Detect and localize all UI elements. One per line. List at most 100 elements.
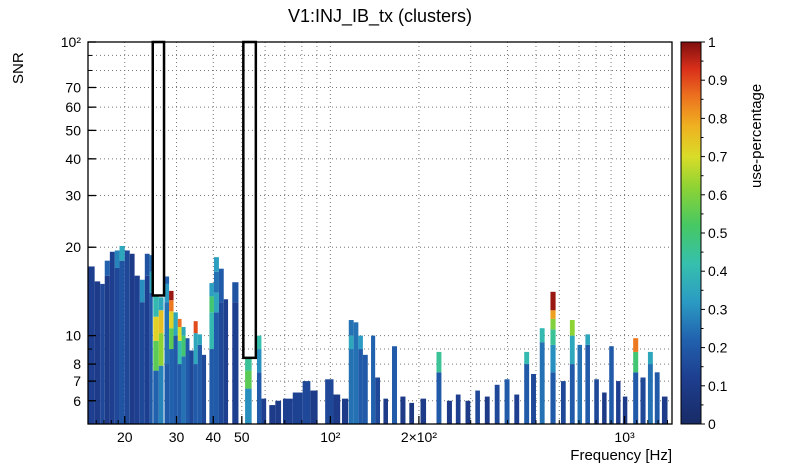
cluster-bar-segment [213, 257, 219, 272]
cluster-bar-segment [164, 364, 170, 424]
cluster-bar-segment [292, 392, 303, 424]
cluster-bar-segment [594, 379, 599, 424]
cluster-bar-segment [177, 318, 182, 327]
cluster-bar-segment [348, 335, 354, 350]
cluster-bar-segment [531, 374, 536, 424]
y-tick-label: 10² [61, 34, 82, 50]
cluster-bar-segment [94, 281, 101, 424]
x-axis-label: Frequency [Hz] [570, 447, 672, 464]
cluster-bar-segment [100, 283, 105, 424]
cluster-bar-segment [114, 267, 120, 424]
cluster-bar-segment [446, 400, 452, 424]
cluster-bar-segment [348, 349, 354, 424]
cluster-bar-segment [164, 283, 170, 303]
cluster-bar-segment [153, 316, 159, 341]
cluster-bar-segment [514, 394, 520, 424]
cluster-bar-segment [633, 338, 639, 352]
cluster-bar-segment [153, 340, 159, 371]
cluster-bar-segment [139, 279, 145, 303]
cluster-bar-segment [197, 334, 202, 345]
cluster-bar-segment [213, 271, 219, 293]
cluster-bar-segment [134, 275, 140, 424]
y-tick-label: 60 [65, 99, 81, 115]
colorbar-tick-label: 0.5 [708, 225, 728, 241]
cluster-bar-segment [524, 351, 530, 365]
cluster-bar-segment [524, 364, 530, 424]
cluster-bar-segment [633, 351, 639, 373]
cluster-bar-segment [256, 372, 262, 424]
cluster-bar-segment [177, 340, 182, 365]
cluster-bar-segment [333, 394, 341, 424]
cluster-bar-segment [201, 354, 207, 424]
cluster-bar-segment [173, 335, 178, 424]
cluster-bar-segment [504, 379, 510, 424]
cluster-bar-segment [169, 328, 174, 350]
cluster-bar-segment [164, 276, 170, 284]
cluster-bar-segment [539, 328, 545, 343]
cluster-bar-segment [391, 346, 398, 424]
cluster-bar-segment [109, 251, 115, 424]
y-tick-label: 40 [65, 151, 81, 167]
y-tick-label: 7 [73, 373, 81, 389]
cluster-bar-segment [282, 398, 293, 424]
cluster-bar-segment [569, 335, 575, 365]
x-tick-label: 10³ [614, 429, 635, 445]
cluster-bar-segment [139, 302, 145, 424]
cluster-bar-segment [158, 365, 164, 424]
y-tick-label: 10 [65, 328, 81, 344]
cluster-box [242, 40, 258, 360]
cluster-bar-segment [640, 377, 646, 424]
cluster-bar-segment [149, 271, 153, 293]
x-tick-label: 20 [117, 429, 133, 445]
x-tick-label: 30 [169, 429, 185, 445]
cluster-bar-segment [436, 372, 442, 424]
cluster-bar-segment [218, 302, 224, 424]
colorbar-gradient [680, 41, 702, 425]
cluster-bar-segment [465, 400, 471, 424]
cluster-bar-segment [153, 296, 159, 317]
cluster-bar-segment [245, 358, 252, 371]
cluster-bar-segment [494, 384, 500, 424]
cluster-bar-segment [420, 398, 427, 424]
cluster-bar-segment [124, 250, 130, 424]
cluster-bar-segment [256, 349, 262, 373]
cluster-bar-segment [436, 351, 442, 373]
bars-layer [88, 245, 668, 424]
cluster-bar-segment [616, 381, 621, 424]
y-tick-label: 20 [65, 239, 81, 255]
cluster-bar-segment [193, 364, 198, 424]
cluster-bar-segment [185, 338, 190, 424]
cluster-bar-segment [602, 392, 607, 424]
y-tick-label: 50 [65, 122, 81, 138]
cluster-bar-segment [256, 335, 262, 350]
cluster-bar-segment [177, 326, 182, 341]
cluster-bar-segment [484, 396, 490, 424]
cluster-bar-segment [261, 398, 267, 424]
cluster-bar-segment [550, 372, 556, 424]
cluster-bar-segment [144, 253, 150, 276]
cluster-bar-segment [550, 291, 556, 311]
cluster-bar-segment [193, 321, 198, 334]
cluster-bar-segment [577, 344, 583, 424]
cluster-bar-segment [647, 351, 653, 365]
cluster-bar-segment [149, 292, 153, 424]
cluster-bar-segment [149, 255, 153, 272]
x-tick-label: 40 [206, 429, 222, 445]
cluster-bar-segment [539, 342, 545, 424]
plot-frame [87, 41, 673, 425]
cluster-bar-segment [209, 296, 214, 313]
cluster-bar-segment [158, 333, 164, 366]
cluster-bar-segment [245, 370, 252, 389]
cluster-bar-segment [189, 350, 194, 424]
cluster-bar-segment [158, 310, 164, 334]
y-axis-label: SNR [10, 52, 27, 84]
cluster-bar-segment [633, 372, 639, 424]
colorbar-tick-label: 0.7 [708, 149, 728, 165]
cluster-bar-segment [169, 311, 174, 329]
cluster-bar-segment [569, 320, 575, 336]
cluster-bar-segment [209, 349, 214, 424]
cluster-bar-segment [169, 349, 174, 424]
x-tick-label: 50 [234, 429, 250, 445]
